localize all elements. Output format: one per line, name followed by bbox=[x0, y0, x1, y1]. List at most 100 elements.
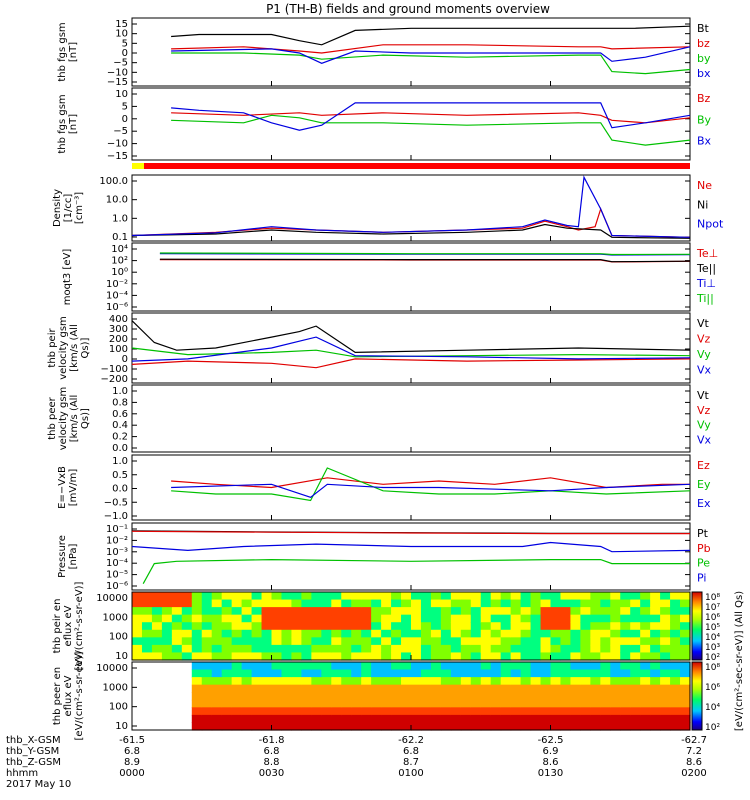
y-axis-label-line: thb fgs gsm bbox=[57, 94, 68, 153]
y-tick-label: 10⁻⁴ bbox=[106, 558, 128, 569]
heatmap-cell bbox=[570, 662, 581, 671]
heatmap-cell bbox=[440, 652, 452, 661]
heatmap-cell bbox=[590, 622, 601, 631]
heatmap-cell bbox=[301, 699, 312, 708]
heatmap-cell bbox=[610, 592, 621, 601]
y-axis-label-line: velocity gsm bbox=[58, 387, 69, 451]
colorbar-tick-label: 10⁸ bbox=[705, 663, 720, 673]
heatmap-cell bbox=[281, 599, 293, 608]
heatmap-cell bbox=[630, 722, 641, 731]
heatmap-cell bbox=[331, 614, 342, 623]
heatmap-cell bbox=[630, 684, 641, 693]
y-tick-label: −10 bbox=[107, 139, 128, 150]
heatmap-cell bbox=[620, 644, 631, 654]
heatmap-cell bbox=[560, 692, 572, 701]
heatmap-cell bbox=[640, 707, 651, 716]
legend-entry: Te⊥ bbox=[696, 247, 718, 260]
heatmap-cell bbox=[281, 707, 293, 716]
heatmap-cell bbox=[480, 684, 492, 693]
heatmap-cell bbox=[510, 699, 522, 708]
y-axis-label-line: thb peir en bbox=[52, 599, 63, 654]
panel-8: 10⁻¹10⁻²10⁻³10⁻⁴10⁻⁵10⁻⁶ Pressure[nPa] Pt P… bbox=[57, 522, 711, 592]
heatmap-cell bbox=[530, 629, 542, 638]
heatmap-cell bbox=[351, 637, 362, 646]
y-axis-label: Density[1/cc][cm⁻³] bbox=[52, 189, 85, 227]
heatmap-cell bbox=[391, 629, 402, 638]
heatmap-cell bbox=[391, 614, 402, 623]
heatmap-cell bbox=[530, 637, 542, 646]
heatmap-cell bbox=[321, 669, 332, 678]
heatmap-cell bbox=[271, 662, 283, 671]
heatmap-cell bbox=[610, 669, 621, 678]
heatmap-cell bbox=[570, 652, 581, 661]
heatmap-cell bbox=[530, 614, 542, 623]
heatmap-cell bbox=[540, 592, 552, 601]
heatmap-cell bbox=[470, 614, 482, 623]
heatmap-cell bbox=[231, 622, 243, 631]
heatmap-cell bbox=[480, 707, 492, 716]
y-tick-label: 1.0 bbox=[112, 456, 128, 467]
heatmap-cell bbox=[600, 629, 611, 638]
colorbar bbox=[691, 661, 703, 731]
y-tick-label: 10⁻² bbox=[106, 535, 128, 546]
heatmap-cell bbox=[520, 677, 532, 686]
heatmap-cell bbox=[460, 714, 472, 724]
heatmap-cell bbox=[331, 722, 342, 731]
heatmap-cell bbox=[371, 684, 382, 693]
heatmap-cell bbox=[321, 622, 332, 631]
heatmap-cell bbox=[420, 607, 432, 616]
heatmap-cell bbox=[391, 637, 402, 646]
heatmap-cell bbox=[590, 692, 601, 701]
heatmap-cell bbox=[231, 699, 243, 708]
heatmap-cell bbox=[660, 714, 671, 724]
heatmap-cell bbox=[420, 622, 432, 631]
heatmap-cell bbox=[650, 607, 661, 616]
heatmap-cell bbox=[341, 599, 352, 608]
heatmap-cell bbox=[221, 599, 233, 608]
y-tick-label: 0.8 bbox=[112, 397, 128, 408]
heatmap-cell bbox=[221, 622, 233, 631]
heatmap-cell bbox=[530, 644, 542, 654]
heatmap-cell bbox=[670, 692, 681, 701]
y-tick-label: −5 bbox=[113, 126, 128, 137]
y-tick-label: 5 bbox=[122, 101, 128, 112]
heatmap-cell bbox=[271, 669, 283, 678]
heatmap-cell bbox=[171, 644, 183, 654]
heatmap-cell bbox=[510, 599, 522, 608]
heatmap-cell bbox=[500, 592, 512, 601]
heatmap-cell bbox=[271, 622, 283, 631]
heatmap-cell bbox=[191, 599, 203, 608]
heatmap-cell bbox=[132, 622, 143, 631]
heatmap-cell bbox=[391, 714, 402, 724]
heatmap-cell bbox=[371, 692, 382, 701]
heatmap-cell bbox=[590, 684, 601, 693]
heatmap-cell bbox=[221, 692, 233, 701]
heatmap-cell bbox=[600, 599, 611, 608]
heatmap-cell bbox=[490, 637, 502, 646]
heatmap-cell bbox=[191, 684, 203, 693]
heatmap-cell bbox=[301, 684, 312, 693]
heatmap-cell bbox=[351, 644, 362, 654]
heatmap-cell bbox=[211, 677, 223, 686]
heatmap-cell bbox=[301, 607, 312, 616]
heatmap-cell bbox=[430, 652, 442, 661]
heatmap-cell bbox=[191, 644, 203, 654]
heatmap-cell bbox=[670, 707, 681, 716]
heatmap-cell bbox=[201, 644, 213, 654]
heatmap-cell bbox=[371, 669, 382, 678]
heatmap-cell bbox=[530, 662, 542, 671]
heatmap-cell bbox=[470, 607, 482, 616]
heatmap-cell bbox=[361, 592, 372, 601]
y-axis-label-line: [eV/(cm²-s-sr-eV)] bbox=[74, 651, 85, 740]
heatmap-cell bbox=[600, 669, 611, 678]
heatmap-cell bbox=[650, 669, 661, 678]
heatmap-cell bbox=[191, 714, 203, 724]
heatmap-cell bbox=[132, 614, 143, 623]
heatmap-cell bbox=[211, 652, 223, 661]
heatmap-cell bbox=[381, 614, 392, 623]
heatmap-cell bbox=[161, 652, 173, 661]
heatmap-cell bbox=[401, 662, 412, 671]
heatmap-cell bbox=[381, 622, 392, 631]
heatmap-cell bbox=[490, 707, 502, 716]
heatmap-cell bbox=[450, 669, 462, 678]
